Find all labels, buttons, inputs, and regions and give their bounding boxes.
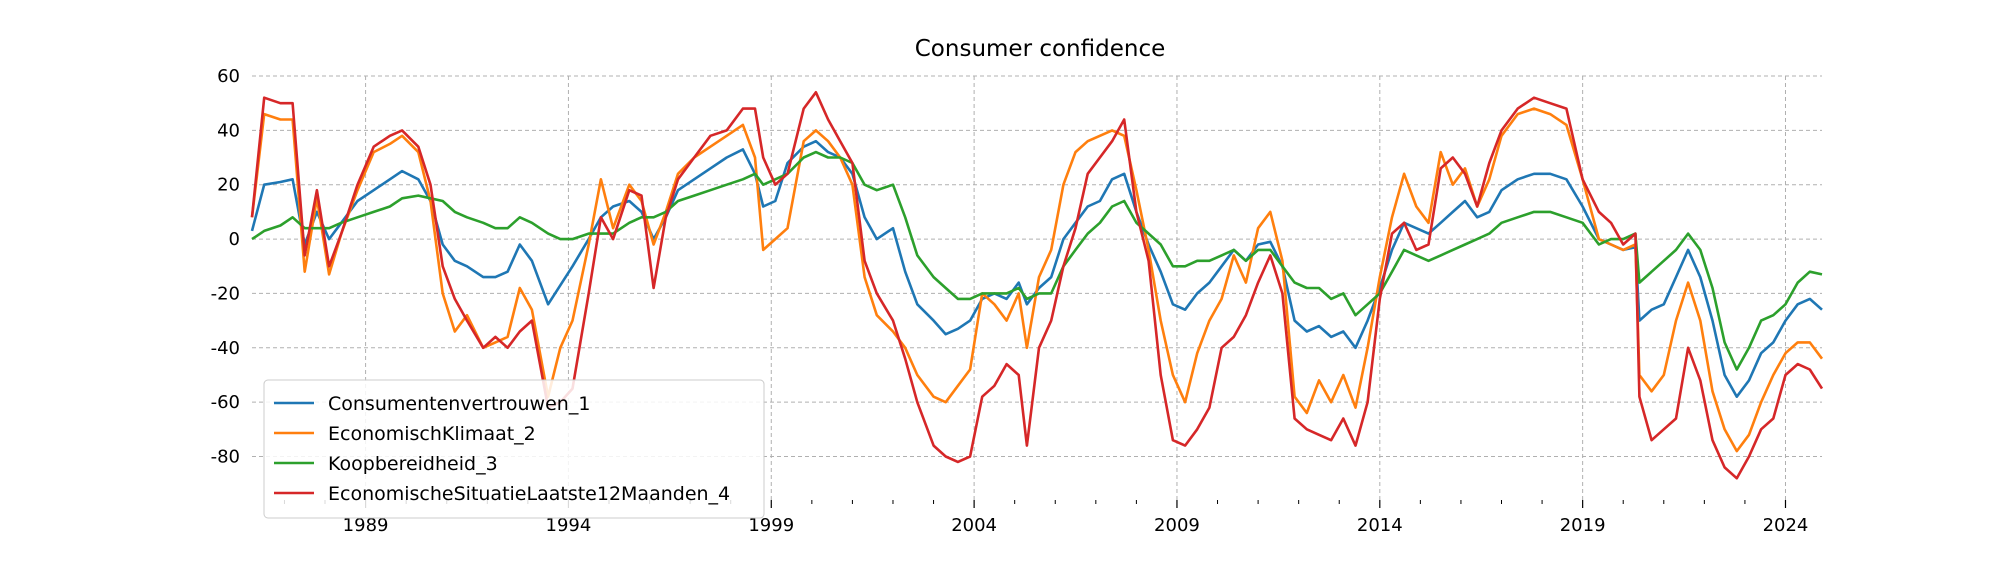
y-tick-label: -80	[211, 447, 240, 468]
chart-title: Consumer confidence	[915, 36, 1166, 62]
y-tick-label: -60	[211, 392, 240, 413]
series-layer	[250, 91, 1824, 480]
series-line-3	[251, 150, 1823, 371]
y-tick-label: 60	[217, 66, 240, 87]
x-tick-label: 2014	[1357, 515, 1403, 536]
x-tick-label: 2019	[1560, 515, 1606, 536]
legend-label: Koopbereidheid_3	[328, 453, 498, 475]
legend-label: Consumentenvertrouwen_1	[328, 393, 590, 415]
x-tick-label: 2009	[1154, 515, 1200, 536]
x-tick-label: 2024	[1763, 515, 1809, 536]
y-tick-label: 40	[217, 120, 240, 141]
y-tick-label: -40	[211, 338, 240, 359]
grid-layer	[252, 75, 1822, 500]
legend: Consumentenvertrouwen_1 EconomischKlimaat…	[263, 379, 765, 519]
series-line-2	[250, 107, 1824, 453]
legend-box	[263, 379, 765, 519]
y-tick-label: 0	[229, 229, 240, 250]
x-tick-label: 1989	[343, 515, 389, 536]
x-tick-label: 2004	[951, 515, 997, 536]
legend-label: EconomischKlimaat_2	[328, 423, 536, 445]
y-axis: -80 -60 -40 -20 0 20 40 60	[211, 66, 240, 468]
x-tick-label: 1999	[748, 515, 794, 536]
series-line-1	[250, 139, 1823, 398]
y-tick-label: 20	[217, 175, 240, 196]
series-line-4	[250, 91, 1824, 480]
x-axis: 1989 1994 1999 2004 2009 2014 2019 2024	[283, 500, 1809, 536]
x-tick-label: 1994	[546, 515, 592, 536]
legend-label: EconomischeSituatieLaatste12Maanden_4	[328, 483, 730, 505]
y-tick-label: -20	[211, 283, 240, 304]
